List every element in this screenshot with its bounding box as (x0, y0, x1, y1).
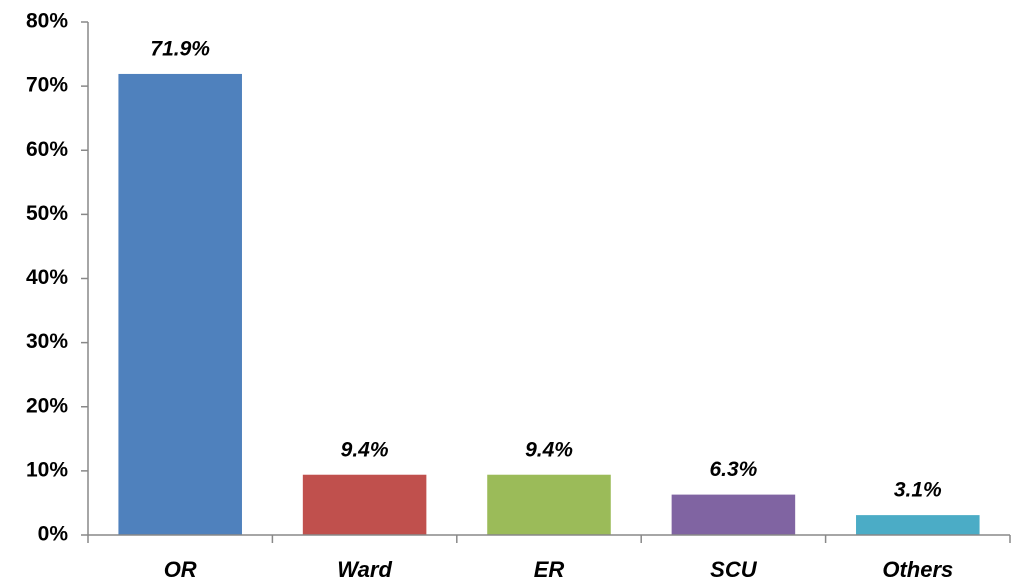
y-tick-label: 10% (26, 458, 68, 481)
y-tick-label: 0% (38, 523, 69, 546)
data-label: 9.4% (525, 438, 573, 461)
x-tick-label: Ward (337, 557, 392, 580)
y-tick-label: 70% (26, 74, 68, 97)
y-tick-label: 30% (26, 330, 68, 353)
data-label: 6.3% (709, 458, 757, 481)
y-tick-label: 60% (26, 138, 68, 161)
x-tick-label: ER (534, 557, 565, 580)
bar (671, 494, 796, 535)
x-tick-label: Others (882, 557, 953, 580)
x-tick-label: SCU (710, 557, 758, 580)
bar (118, 73, 242, 535)
bar (302, 474, 427, 535)
data-label: 71.9% (150, 37, 210, 60)
y-tick-label: 50% (26, 202, 68, 225)
y-tick-label: 20% (26, 394, 68, 417)
x-tick-label: OR (164, 557, 197, 580)
y-tick-label: 40% (26, 266, 68, 289)
bar (487, 474, 611, 535)
y-tick-label: 80% (26, 10, 68, 33)
data-label: 9.4% (341, 438, 389, 461)
data-label: 3.1% (894, 479, 942, 502)
bar (856, 515, 980, 535)
